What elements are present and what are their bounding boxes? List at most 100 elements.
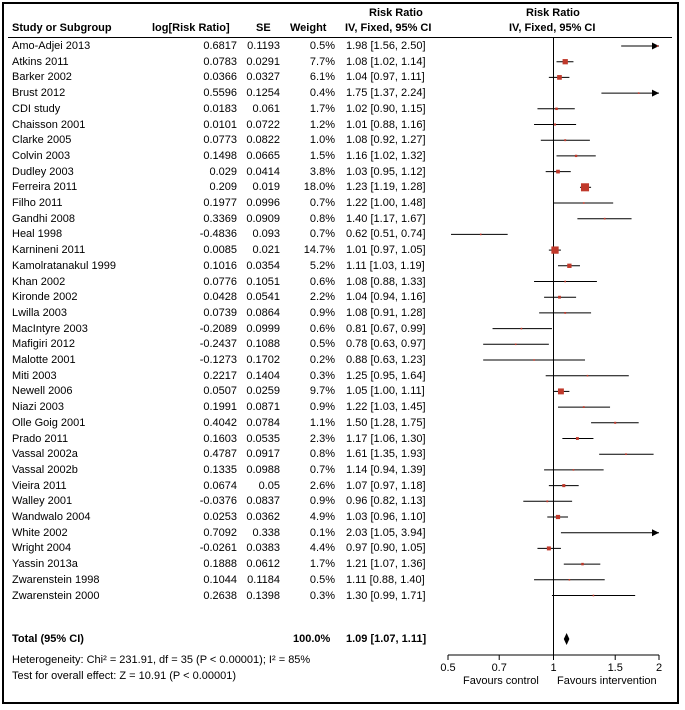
study-ci: 1.22 [1.03, 1.45]: [346, 401, 426, 414]
total-label: Total (95% CI): [12, 633, 84, 645]
study-weight: 2.3%: [309, 432, 335, 445]
study-se: 0.0327: [246, 71, 280, 84]
study-weight: 0.5%: [309, 338, 335, 351]
point-marker: [546, 500, 549, 503]
study-se: 0.0535: [246, 432, 280, 445]
favours-control-label: Favours control: [463, 675, 539, 687]
study-log-rr: 0.0183: [203, 102, 237, 115]
header-rule: [8, 37, 672, 38]
study-log-rr: -0.1273: [199, 354, 237, 366]
study-name: Khan 2002: [12, 275, 66, 288]
x-axis: 0.5 0.7 1 1.5 2: [440, 654, 662, 674]
study-log-rr: 0.1977: [203, 197, 237, 209]
study-name: Wandwalo 2004: [12, 511, 91, 523]
study-weight: 0.6%: [309, 275, 335, 288]
point-marker: [586, 374, 589, 377]
study-name: Mafigiri 2012: [12, 338, 75, 351]
study-ci: 1.07 [0.97, 1.18]: [346, 479, 426, 492]
study-ci: 1.61 [1.35, 1.93]: [346, 448, 426, 461]
study-name: Atkins 2011: [12, 55, 69, 68]
point-marker: [656, 45, 659, 47]
study-se: 0.0722: [246, 118, 280, 131]
study-log-rr: 0.2217: [203, 369, 237, 382]
study-log-rr: -0.4836: [199, 228, 237, 241]
study-log-rr: 0.0101: [203, 118, 237, 131]
study-name: Kironde 2002: [12, 291, 78, 304]
point-marker: [582, 202, 585, 204]
study-weight: 0.9%: [309, 401, 335, 414]
study-weight: 1.0%: [309, 134, 335, 147]
study-name: Vassal 2002b: [12, 463, 78, 476]
study-weight: 14.7%: [303, 244, 335, 257]
study-se: 0.0837: [246, 495, 280, 508]
study-se: 0.0291: [246, 55, 280, 68]
study-ci: 0.97 [0.90, 1.05]: [346, 542, 426, 555]
study-ci: 1.01 [0.88, 1.16]: [346, 118, 426, 131]
point-marker: [558, 295, 561, 299]
study-name: MacIntyre 2003: [12, 322, 88, 335]
study-log-rr: 0.1603: [203, 432, 237, 445]
study-se: 0.061: [252, 102, 280, 115]
study-name: Clarke 2005: [12, 134, 72, 147]
study-name: Heal 1998: [12, 228, 63, 241]
study-name: Gandhi 2008: [12, 212, 75, 225]
study-log-rr: -0.0376: [199, 495, 237, 508]
study-se: 0.338: [252, 526, 280, 539]
x-tick-label: 1.5: [608, 662, 623, 674]
plot-marks: [451, 38, 659, 655]
study-ci: 1.08 [0.88, 1.33]: [346, 275, 426, 288]
point-marker: [574, 154, 578, 158]
study-weight: 1.5%: [309, 149, 335, 162]
study-name: Miti 2003: [12, 369, 57, 382]
study-ci: 1.17 [1.06, 1.30]: [346, 432, 426, 445]
study-weight: 7.7%: [309, 55, 335, 68]
study-ci: 1.14 [0.94, 1.39]: [346, 463, 426, 476]
study-se: 0.1398: [246, 589, 280, 602]
total-weight: 100.0%: [293, 633, 331, 645]
study-name: Prado 2011: [12, 432, 69, 445]
total-ci: 1.09 [1.07, 1.11]: [346, 633, 427, 645]
point-marker: [564, 311, 567, 314]
study-ci: 0.78 [0.63, 0.97]: [346, 338, 426, 351]
study-name: CDI study: [12, 102, 61, 115]
heterogeneity-text: Heterogeneity: Chi² = 231.91, df = 35 (P…: [12, 654, 311, 666]
study-name: Niazi 2003: [12, 401, 64, 414]
study-ci: 0.96 [0.82, 1.13]: [346, 495, 426, 508]
study-se: 0.05: [258, 479, 280, 492]
study-name: Ferreira 2011: [12, 181, 78, 194]
point-marker: [546, 546, 551, 551]
study-weight: 0.3%: [309, 369, 335, 382]
ci-arrow: [652, 529, 659, 537]
figure-frame: [2, 2, 679, 704]
study-name: Chaisson 2001: [12, 118, 86, 131]
study-log-rr: 0.5596: [203, 87, 237, 100]
study-se: 0.0999: [246, 322, 280, 335]
study-se: 0.0909: [246, 212, 280, 225]
point-marker: [514, 343, 517, 346]
study-log-rr: 0.0773: [203, 134, 237, 147]
study-name: Amo-Adjei 2013: [12, 40, 91, 52]
study-log-rr: 0.1016: [203, 259, 237, 272]
study-weight: 3.8%: [309, 165, 335, 178]
study-weight: 0.7%: [309, 228, 335, 241]
point-marker: [564, 280, 567, 283]
study-name: Malotte 2001: [12, 354, 76, 366]
header-rr-title: Risk Ratio: [369, 7, 423, 19]
study-se: 0.0612: [246, 558, 280, 571]
study-weight: 0.7%: [309, 463, 335, 476]
study-log-rr: 0.0783: [203, 55, 237, 68]
study-se: 0.021: [252, 244, 280, 257]
x-tick-label: 0.7: [492, 662, 507, 674]
study-name: Colvin 2003: [12, 149, 71, 162]
study-log-rr: 0.1991: [203, 401, 237, 414]
study-log-rr: 0.0253: [203, 511, 237, 523]
study-weight: 0.9%: [309, 306, 335, 319]
study-se: 0.0871: [246, 401, 280, 414]
study-log-rr: 0.7092: [203, 526, 237, 539]
study-log-rr: 0.0507: [203, 385, 237, 398]
study-ci: 1.08 [1.02, 1.14]: [346, 55, 426, 68]
study-ci: 1.40 [1.17, 1.67]: [346, 212, 426, 225]
study-se: 0.0665: [246, 149, 280, 162]
study-ci: 1.05 [1.00, 1.11]: [346, 385, 425, 398]
study-se: 0.1702: [246, 354, 280, 366]
